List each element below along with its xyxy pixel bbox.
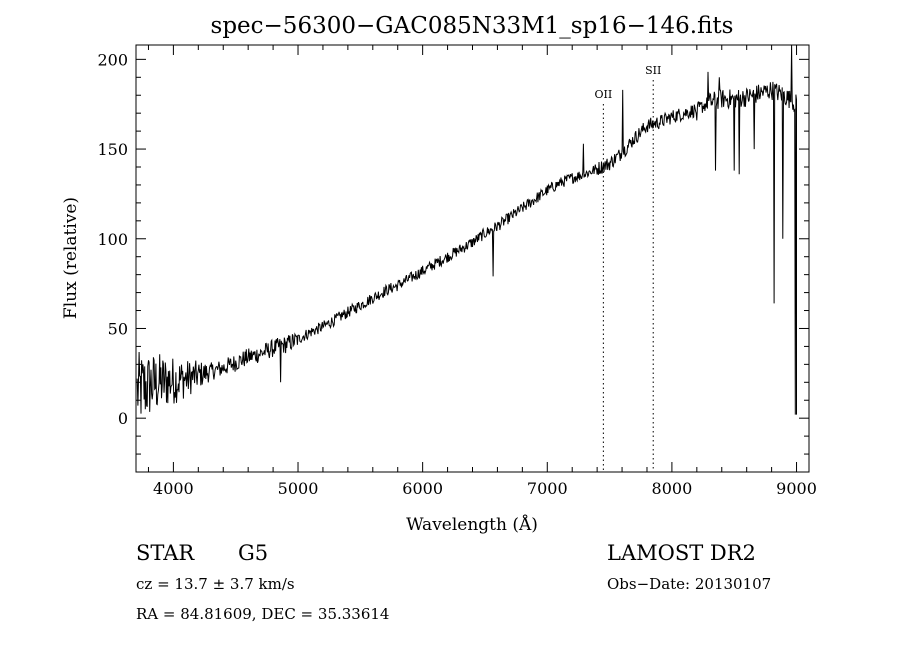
redshift-cz: cz = 13.7 ± 3.7 km/s [136,575,295,593]
x-tick-label-4000: 4000 [153,479,194,498]
y-tick-label-0: 0 [118,409,128,428]
object-subclass: G5 [238,541,269,565]
x-axis-label: Wavelength (Å) [406,514,538,535]
spectrum-line [136,45,797,415]
line-label-sii: SII [645,64,661,77]
x-tick-label-9000: 9000 [776,479,817,498]
line-label-oii: OII [595,88,613,101]
ra-dec-coordinates: RA = 84.81609, DEC = 35.33614 [136,605,390,623]
observation-date: Obs−Date: 20130107 [607,575,772,593]
x-tick-label-6000: 6000 [402,479,443,498]
y-tick-label-200: 200 [97,50,128,69]
x-tick-label-8000: 8000 [652,479,693,498]
survey-name: LAMOST DR2 [607,541,756,565]
chart-title: spec−56300−GAC085N33M1_sp16−146.fits [211,13,734,39]
y-axis-label: Flux (relative) [61,197,81,319]
x-tick-label-5000: 5000 [278,479,319,498]
y-tick-label-150: 150 [97,140,128,159]
x-tick-label-7000: 7000 [527,479,568,498]
object-class: STAR [136,541,195,565]
y-tick-label-100: 100 [97,230,128,249]
y-tick-label-50: 50 [108,319,128,338]
plot-frame [135,44,810,473]
